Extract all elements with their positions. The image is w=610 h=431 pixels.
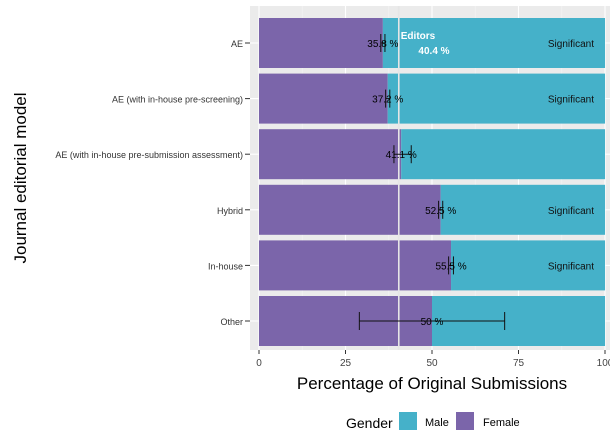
y-axis: AE AE (with in-house pre-screening) AE (wi… — [55, 39, 250, 327]
error-bar-1 — [385, 89, 391, 108]
y-tick-label-2: AE (with in-house pre-submission assessm… — [55, 150, 243, 160]
legend-label-male: Male — [425, 417, 449, 429]
y-tick-label-1: AE (with in-house pre-screening) — [112, 95, 243, 105]
value-label-4: 55.5 % — [435, 261, 466, 272]
y-tick-label-5: Other — [220, 317, 243, 327]
legend-swatch-female — [456, 412, 474, 430]
bar-female-1 — [259, 73, 388, 124]
legend-label-female: Female — [483, 417, 520, 429]
y-tick-label-3: Hybrid — [217, 206, 243, 216]
bar-female-0 — [259, 18, 383, 68]
value-label-0: 35.8 % — [367, 39, 398, 50]
error-bar-5 — [358, 312, 506, 330]
value-label-1: 37.2 % — [372, 95, 403, 106]
y-tick-label-0: AE — [231, 39, 243, 49]
legend-swatch-male — [399, 412, 417, 430]
x-tick-label-3: 75 — [513, 358, 525, 369]
bar-male-0 — [382, 18, 605, 68]
bar-male-2 — [401, 129, 605, 180]
label-layer: 35.8 % Significant 37.2 % Significant 41.1 %… — [367, 39, 594, 328]
value-label-3: 52.5 % — [425, 206, 456, 217]
x-axis: 0 25 50 75 100 — [256, 350, 610, 369]
legend: Gender Male Female — [346, 412, 520, 431]
value-label-5: 50 % — [421, 317, 444, 328]
reference-line-label: Editors — [401, 31, 436, 42]
legend-title: Gender — [346, 415, 393, 431]
significance-label-1: Significant — [548, 95, 594, 106]
significance-label-0: Significant — [548, 39, 594, 50]
reference-layer: Editors 40.4 % — [397, 6, 450, 350]
error-bar-layer — [358, 34, 506, 330]
error-bar-2 — [393, 145, 412, 164]
x-tick-label-4: 100 — [597, 358, 610, 369]
significance-label-4: Significant — [548, 261, 594, 272]
bar-female-2 — [259, 129, 402, 180]
bar-male-3 — [440, 184, 605, 235]
bar-male-1 — [387, 73, 605, 124]
x-tick-label-1: 25 — [340, 358, 352, 369]
reference-line-value: 40.4 % — [418, 46, 449, 57]
y-tick-label-4: In-house — [208, 261, 243, 271]
x-axis-title: Percentage of Original Submissions — [297, 374, 567, 393]
value-label-2: 41.1 % — [386, 150, 417, 161]
y-axis-title: Journal editorial model — [11, 92, 30, 263]
x-tick-label-2: 50 — [426, 358, 438, 369]
bar-female-3 — [259, 184, 441, 235]
x-tick-label-0: 0 — [256, 358, 262, 369]
bar-male-4 — [451, 240, 605, 291]
bar-female-4 — [259, 240, 452, 291]
error-bar-0 — [380, 34, 386, 52]
significance-label-3: Significant — [548, 206, 594, 217]
error-bar-4 — [448, 256, 454, 275]
error-bar-3 — [438, 200, 444, 219]
